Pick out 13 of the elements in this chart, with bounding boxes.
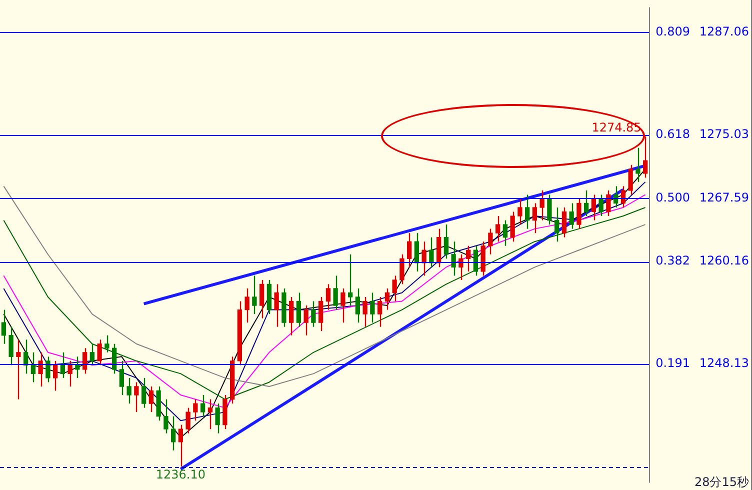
text: 28分15秒 (694, 475, 749, 490)
y2-tick-label: 0.382 (656, 254, 690, 268)
y-tick-label: 1287.06 (699, 24, 749, 38)
y-tick-label: 1260.16 (699, 254, 749, 268)
y-tick-label: 1267.59 (699, 190, 749, 204)
y2-tick-label: 0.500 (656, 190, 690, 204)
y-tick-label: 1248.13 (699, 356, 749, 370)
annotation: 1236.10 (156, 468, 206, 482)
y2-tick-label: 0.191 (656, 356, 690, 370)
y2-tick-label: 0.809 (656, 24, 690, 39)
annotation: 1274.85 (592, 120, 642, 134)
y-tick-label: 1275.03 (699, 126, 749, 141)
y2-tick-label: 0.618 (656, 127, 690, 142)
